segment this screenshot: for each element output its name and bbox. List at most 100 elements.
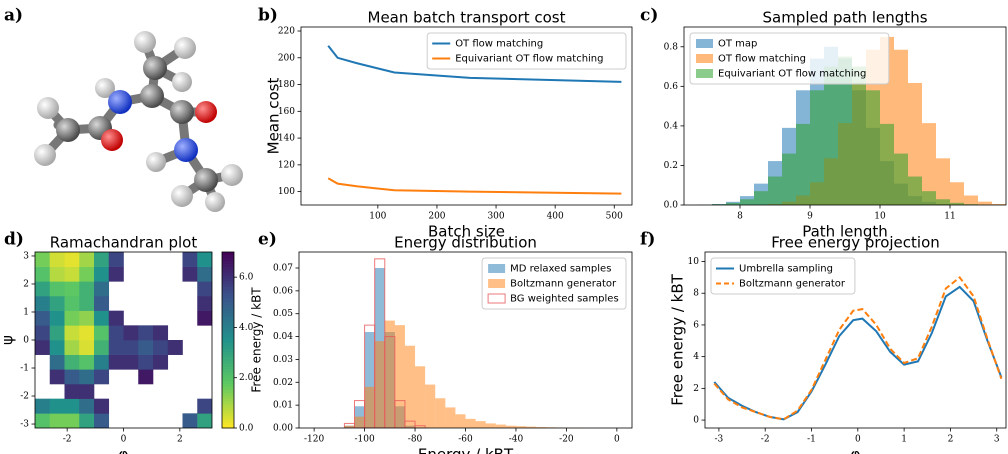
histogram-bar [435, 398, 445, 428]
heatmap-cell [65, 252, 80, 267]
x-tick-label: 2 [177, 435, 183, 445]
legend: Umbrella samplingBoltzmann generator [711, 258, 855, 294]
atom-h [34, 144, 56, 166]
heatmap-cell [65, 384, 80, 399]
y-tick-label: 1 [23, 307, 29, 317]
heatmap-cell [153, 340, 168, 355]
heatmap-cell [197, 413, 212, 428]
heatmap-cell [109, 252, 124, 267]
colorbar-swatch [222, 281, 234, 284]
heatmap-cell [65, 340, 80, 355]
heatmap-cell [153, 355, 168, 370]
heatmap-cell [79, 399, 94, 414]
y-axis-label: ψ [0, 335, 17, 345]
heatmap-cell [50, 413, 65, 428]
colorbar-swatch [222, 378, 234, 381]
y-tick-label: 2 [693, 384, 699, 394]
line [714, 287, 1001, 419]
histogram-bar [866, 90, 880, 205]
legend-label: Equivariant OT flow matching [718, 69, 866, 80]
atom-o [195, 101, 217, 123]
y-tick-label: 10 [688, 257, 700, 267]
chart-title: Free energy projection [771, 234, 940, 252]
colorbar-swatch [222, 293, 234, 296]
plot-area: -202-3-2-10123Ramachandran plotφψ [0, 234, 212, 454]
colorbar-swatch [222, 355, 234, 358]
colorbar-swatch [222, 407, 234, 410]
heatmap-cell [197, 281, 212, 296]
heatmap-cell [50, 355, 65, 370]
x-tick-label: -60 [458, 435, 473, 445]
x-tick-label: 1 [901, 435, 907, 445]
molecule-image [34, 31, 243, 212]
y-tick-label: 220 [278, 27, 295, 37]
heatmap-cell [124, 355, 139, 370]
colorbar-swatch [222, 314, 234, 317]
plot-area: 100200300400500100120140160180200220Mean… [265, 9, 633, 241]
colorbar-swatch [222, 363, 234, 366]
colorbar-swatch [222, 273, 234, 276]
y-tick-label: -1 [20, 364, 29, 374]
x-tick-label: 200 [428, 212, 445, 222]
histogram-bar [496, 425, 506, 428]
atom-h [174, 37, 196, 59]
colorbar-swatch [222, 284, 234, 287]
heatmap-cell [50, 369, 65, 384]
y-tick-label: 0.6 [664, 82, 679, 92]
legend-swatch [488, 279, 505, 288]
heatmap-cell [35, 311, 50, 326]
histogram-bar [415, 366, 425, 428]
histogram-bar [894, 154, 908, 205]
histogram-bar [978, 202, 992, 205]
y-tick-label: 2 [23, 279, 29, 289]
y-tick-label: 0.05 [273, 309, 293, 319]
panel-label: c) [640, 6, 658, 26]
heatmap-cell [168, 340, 183, 355]
x-tick-label: 300 [487, 212, 504, 222]
heatmap-cell [94, 252, 109, 267]
atom-c [170, 100, 194, 124]
y-tick-label: 0.8 [664, 42, 679, 52]
heatmap-cell [50, 252, 65, 267]
y-tick-label: 0.01 [273, 401, 293, 411]
heatmap-cell [183, 252, 198, 267]
colorbar-swatch [222, 384, 234, 387]
heatmap-cell [109, 267, 124, 282]
y-tick-label: 3 [23, 251, 29, 261]
heatmap-cell [109, 311, 124, 326]
x-tick-label: -2 [761, 435, 770, 445]
atom-h [134, 31, 156, 53]
heatmap-cell [65, 413, 80, 428]
colorbar-swatch [222, 287, 234, 290]
heatmap-cell [197, 296, 212, 311]
y-tick-label: 0.00 [273, 424, 293, 434]
x-tick-label: 2 [948, 435, 954, 445]
colorbar-swatch [222, 387, 234, 390]
panel-label: a) [4, 6, 23, 26]
heatmap-cell [183, 413, 198, 428]
colorbar-swatch [222, 399, 234, 402]
heatmap-cell [94, 369, 109, 384]
legend-label: OT map [718, 39, 757, 50]
x-axis-label: φ [119, 446, 129, 454]
heatmap-cell [65, 311, 80, 326]
line [714, 277, 1001, 419]
colorbar-swatch [222, 255, 234, 258]
colorbar-swatch [222, 299, 234, 302]
chart-title: Mean batch transport cost [368, 9, 566, 27]
colorbar-swatch [222, 419, 234, 422]
colorbar-swatch [222, 252, 234, 255]
histogram-bar [922, 191, 936, 205]
colorbar-swatch [222, 416, 234, 419]
heatmap-cell [138, 369, 153, 384]
legend: MD relaxed samplesBoltzmann generatorBG … [482, 258, 626, 309]
heatmap-cell [109, 325, 124, 340]
x-tick-label: -120 [304, 435, 324, 445]
atom-h [171, 185, 193, 207]
y-tick-label: 100 [278, 187, 295, 197]
y-tick-label: 200 [278, 53, 295, 63]
colorbar-swatch [222, 296, 234, 299]
x-tick-label: 9 [807, 212, 813, 222]
legend: OT mapOT flow matchingEquivariant OT flo… [690, 33, 889, 84]
y-tick-label: 0.02 [273, 378, 293, 388]
